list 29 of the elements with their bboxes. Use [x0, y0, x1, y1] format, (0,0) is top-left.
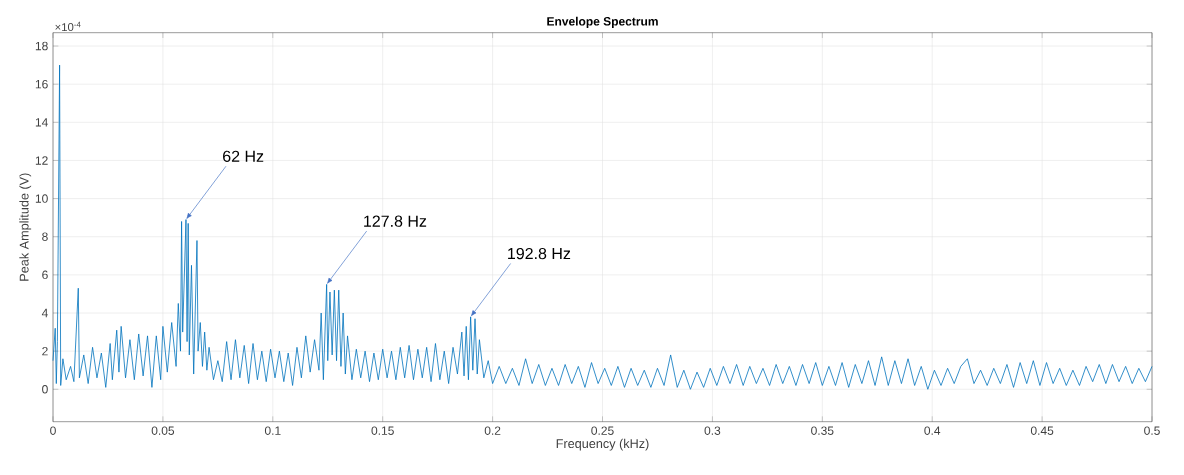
line-series	[52, 64, 1153, 390]
y-tick-label: 2	[42, 346, 48, 356]
y-tick-label: 10	[35, 194, 48, 203]
annotation: 127.8 Hz	[364, 215, 427, 227]
y-tick-label: 14	[35, 118, 48, 127]
x-axis-title: Frequency (kHz)	[556, 438, 649, 451]
y-tick-label: 4	[41, 308, 48, 318]
y-axis-title: Peak Amplitude (V)	[19, 173, 32, 281]
text: ×10$^{-4}$	[55, 21, 81, 32]
x-tick-label: 0.25	[591, 426, 614, 435]
y-tick-label: 12	[35, 156, 48, 165]
x-tick-label: 0.45	[1030, 426, 1054, 435]
y-tick-label: 8	[42, 232, 48, 241]
y-tick-label: 0	[42, 385, 48, 394]
annotation: 192.8 Hz	[508, 247, 571, 260]
x-tick-label: 0.4	[924, 426, 941, 435]
x-tick-label: 0.05	[151, 426, 175, 435]
x-tick-label: 0.5	[1144, 426, 1160, 435]
x-tick-label: 0.35	[811, 426, 834, 435]
y-tick-label: 6	[42, 270, 48, 280]
y-tick-label: 18	[35, 41, 48, 51]
y-tick-label: 16	[35, 79, 48, 89]
x-tick-label: 0.3	[704, 426, 721, 435]
x-tick-label: 0	[50, 426, 56, 435]
x-tick-label: 0.1	[264, 426, 281, 435]
x-tick-label: 0.2	[484, 426, 501, 435]
annotation: 62 Hz	[223, 150, 264, 162]
chart-title: Envelope Spectrum	[547, 16, 658, 28]
x-tick-label: 0.15	[371, 426, 394, 435]
